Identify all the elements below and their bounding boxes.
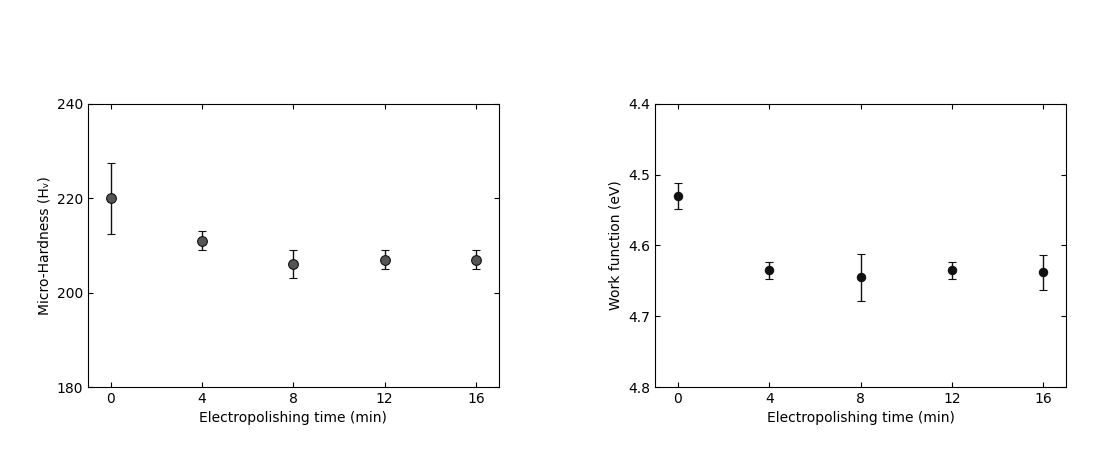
X-axis label: Electropolishing time (min): Electropolishing time (min) — [199, 412, 387, 425]
X-axis label: Electropolishing time (min): Electropolishing time (min) — [767, 412, 955, 425]
Y-axis label: Micro-Hardness (Hᵥ): Micro-Hardness (Hᵥ) — [37, 176, 51, 315]
Y-axis label: Work function (eV): Work function (eV) — [609, 181, 623, 310]
